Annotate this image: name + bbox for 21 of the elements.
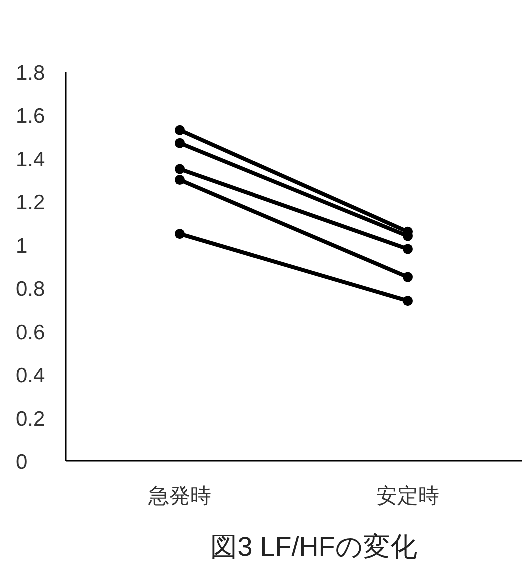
point (403, 244, 413, 254)
text: 図3 LF/HFの変化 (210, 532, 418, 562)
point (175, 164, 185, 174)
y-tick-label: 0 (16, 451, 28, 474)
point (175, 138, 185, 148)
point (175, 229, 185, 240)
y-tick-label: 1.2 (16, 192, 46, 215)
point (175, 175, 185, 186)
point (403, 296, 413, 306)
y-tick-label: 0.4 (16, 364, 46, 388)
y-tick-label: 0.2 (16, 408, 46, 431)
x-tick-label: 安定時 (376, 485, 440, 508)
y-tick-label: 0.6 (16, 321, 46, 344)
y-tick-label: 1 (16, 234, 28, 258)
point (175, 125, 185, 136)
point (403, 272, 413, 282)
y-tick-label: 1.6 (16, 105, 46, 128)
x-tick-label: 急発時 (148, 485, 212, 508)
y-tick-label: 0.8 (16, 278, 46, 302)
y-tick-label: 1.4 (16, 148, 46, 172)
y-tick-label: 1.8 (16, 62, 46, 85)
